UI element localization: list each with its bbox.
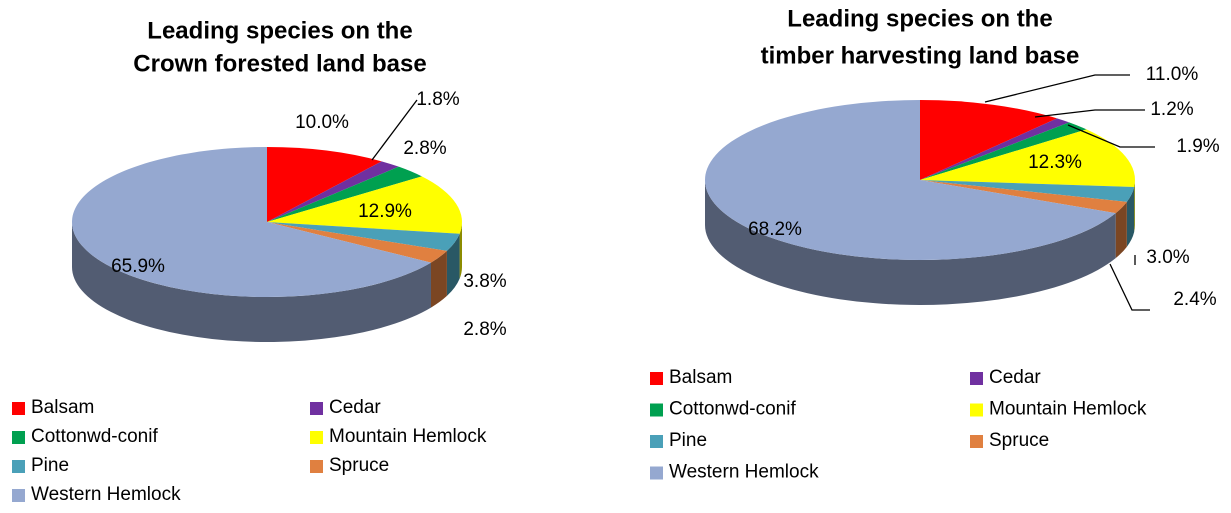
legend-label: Western Hemlock [669, 462, 819, 483]
pie-slice [267, 176, 463, 234]
data-label: 1.8% [416, 89, 459, 110]
pie-side [1126, 187, 1135, 247]
pie-slice [920, 118, 1070, 180]
pie-slice [920, 129, 1135, 188]
legend-swatch [650, 466, 663, 480]
data-label: 2.8% [463, 319, 506, 340]
data-label: 12.3% [1028, 152, 1082, 173]
data-label: 3.8% [463, 271, 506, 292]
chart-title: Leading species on the [147, 17, 412, 44]
pie-slice [72, 147, 431, 297]
pie-slice [920, 100, 1058, 180]
data-label: 2.4% [1173, 289, 1216, 310]
legend-label: Spruce [989, 430, 1049, 451]
data-label: 3.0% [1146, 247, 1189, 268]
data-label: 65.9% [111, 256, 165, 277]
legend-swatch [12, 489, 25, 502]
leader-line [1109, 263, 1150, 311]
legend-swatch [310, 402, 323, 415]
data-label: 2.8% [403, 138, 446, 159]
pie-slice [267, 222, 447, 263]
chart-title: Crown forested land base [133, 50, 426, 77]
legend-label: Balsam [669, 367, 732, 388]
legend-label: Pine [31, 455, 69, 476]
data-label: 68.2% [748, 219, 802, 240]
legend-swatch [970, 372, 983, 385]
pie-side [71, 222, 431, 343]
pie-slice [920, 180, 1127, 214]
data-label: 1.9% [1176, 136, 1219, 157]
legend-label: Balsam [31, 397, 94, 418]
data-label: 12.9% [358, 201, 412, 222]
pie-slice [704, 100, 1116, 260]
pie-side [459, 222, 462, 279]
legend-swatch [650, 435, 663, 448]
pie-side [430, 250, 447, 308]
legend-swatch [12, 460, 25, 473]
legend-label: Cottonwd-conif [669, 399, 796, 420]
pie-slice [267, 222, 460, 251]
legend-label: Cedar [329, 397, 381, 418]
legend-label: Mountain Hemlock [329, 426, 487, 447]
legend-swatch [310, 460, 323, 473]
pie-side [1134, 180, 1135, 233]
pie-slice [267, 161, 399, 222]
leader-line [1034, 109, 1145, 118]
legend-swatch [310, 431, 323, 444]
chart-title: Leading species on the [787, 5, 1052, 32]
leader-line [371, 99, 418, 161]
pie-side [1115, 201, 1127, 259]
pie-side [446, 233, 460, 296]
pie-slice [267, 166, 422, 222]
legend-label: Spruce [329, 455, 389, 476]
chart-title: timber harvesting land base [761, 42, 1080, 69]
legend-swatch [970, 435, 983, 448]
leader-line [1067, 124, 1155, 148]
legend-label: Cedar [989, 367, 1041, 388]
data-label: 11.0% [1146, 64, 1199, 85]
legend-swatch [12, 402, 25, 415]
pie-side [705, 180, 1116, 305]
data-label: 1.2% [1150, 99, 1193, 120]
data-label: 10.0% [295, 112, 349, 133]
pie-slice [920, 180, 1135, 202]
legend-swatch [12, 431, 25, 444]
legend-label: Western Hemlock [31, 484, 181, 505]
legend-swatch [650, 403, 663, 417]
legend-label: Cottonwd-conif [31, 426, 158, 447]
legend-swatch [970, 403, 983, 417]
legend-swatch [650, 372, 663, 385]
leader-line [984, 74, 1130, 103]
pie-slice [267, 147, 382, 222]
legend-label: Pine [669, 430, 707, 451]
legend-label: Mountain Hemlock [989, 399, 1147, 420]
pie-slice [920, 122, 1087, 180]
